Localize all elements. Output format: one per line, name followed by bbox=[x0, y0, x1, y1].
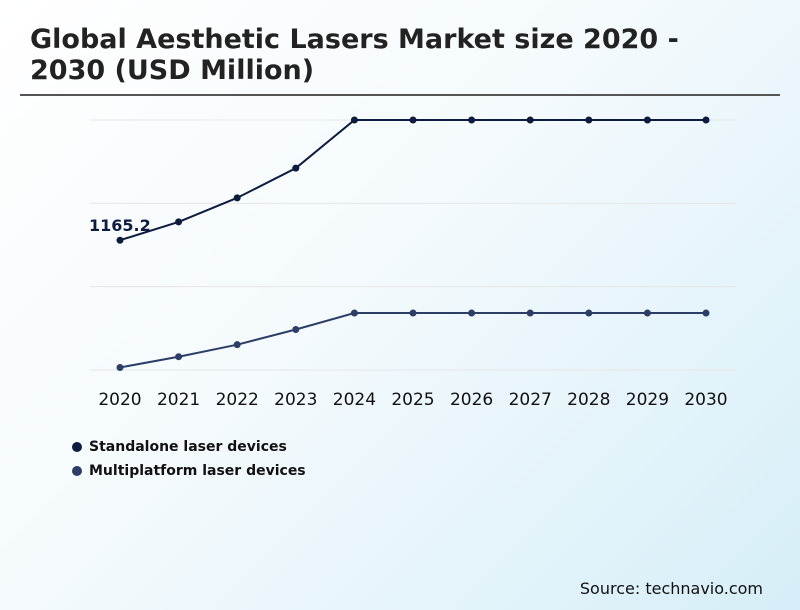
data-point bbox=[585, 116, 593, 124]
series-lines bbox=[116, 116, 710, 371]
labels: 2020 2021 2022 2023 2024 2025 2026 2027 2028 2029… bbox=[89, 216, 728, 410]
legend-item-multiplatform: Multiplatform laser devices bbox=[72, 459, 306, 483]
data-point bbox=[409, 116, 417, 124]
data-point bbox=[233, 194, 241, 202]
data-point bbox=[116, 236, 124, 244]
x-tick-label: 2026 bbox=[450, 390, 493, 410]
legend: Standalone laser devices Multiplatform l… bbox=[72, 435, 306, 483]
series-line-1 bbox=[119, 312, 706, 369]
x-tick-label: 2022 bbox=[216, 390, 259, 410]
x-tick-label: 2020 bbox=[98, 390, 141, 410]
data-point bbox=[585, 309, 593, 317]
x-tick-label: 2025 bbox=[391, 390, 434, 410]
data-label: 1165.2 bbox=[89, 216, 151, 235]
x-tick-label: 2030 bbox=[684, 390, 727, 410]
data-point bbox=[468, 116, 476, 124]
source-credit: Source: technavio.com bbox=[579, 579, 763, 598]
data-point bbox=[175, 218, 183, 226]
legend-marker-multiplatform bbox=[72, 466, 82, 476]
x-tick-label: 2029 bbox=[626, 390, 669, 410]
x-tick-label: 2027 bbox=[509, 390, 552, 410]
legend-label-multiplatform: Multiplatform laser devices bbox=[89, 463, 306, 479]
data-point bbox=[526, 116, 534, 124]
data-point bbox=[292, 325, 300, 333]
data-point bbox=[350, 116, 358, 124]
data-point bbox=[116, 363, 124, 371]
data-point bbox=[468, 309, 476, 317]
series-line-0 bbox=[119, 119, 706, 242]
x-tick-label: 2021 bbox=[157, 390, 200, 410]
legend-item-standalone: Standalone laser devices bbox=[72, 435, 306, 459]
legend-marker-standalone bbox=[72, 442, 82, 452]
title-divider bbox=[20, 94, 780, 96]
x-tick-label: 2023 bbox=[274, 390, 317, 410]
data-point bbox=[175, 353, 183, 361]
data-point bbox=[233, 341, 241, 349]
data-point bbox=[643, 116, 651, 124]
line-chart: 2020 2021 2022 2023 2024 2025 2026 2027 2028 2029… bbox=[89, 116, 736, 410]
chart-title: Global Aesthetic Lasers Market size 2020… bbox=[30, 24, 679, 86]
x-tick-label: 2024 bbox=[333, 390, 376, 410]
data-point bbox=[526, 309, 534, 317]
legend-label-standalone: Standalone laser devices bbox=[89, 439, 287, 455]
data-point bbox=[643, 309, 651, 317]
grid-lines bbox=[90, 119, 736, 371]
data-point bbox=[409, 309, 417, 317]
data-point bbox=[292, 164, 300, 172]
x-tick-label: 2028 bbox=[567, 390, 610, 410]
data-point bbox=[350, 309, 358, 317]
data-point bbox=[702, 309, 710, 317]
data-point bbox=[702, 116, 710, 124]
